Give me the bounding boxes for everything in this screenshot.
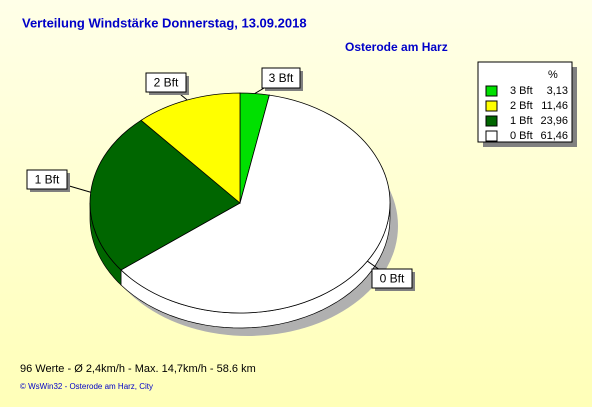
label-box [261,67,301,89]
legend-swatch [485,130,498,142]
label-box [371,268,413,289]
slice-label: 0 Bft [380,272,405,286]
slice-label: 3 Bft [269,71,294,85]
legend-label: 0 Bft [510,130,533,142]
legend-value: 3,13 [547,85,568,97]
pie-slice [89,119,241,271]
footer: 96 Werte - Ø 2,4km/h - Max. 14,7km/h - 5… [20,363,256,375]
legend-value: 11,46 [541,100,568,112]
legend-header: % [548,69,558,81]
legend-swatch [485,100,498,112]
chart-subtitle: Osterode am Harz [345,40,448,54]
pie-slice [120,94,391,314]
label-box [145,72,187,93]
legend-swatch [485,115,498,127]
legend-value: 61,46 [540,130,568,142]
slice-label: 1 Bft [35,173,60,187]
legend-label: 2 Bft [510,100,533,112]
chart-title: Verteilung Windstärke Donnerstag, 13.09.… [22,15,307,30]
legend-value: 23,96 [540,115,568,127]
label-box [26,169,68,190]
pie-slice [140,92,241,204]
legend-label: 1 Bft [510,115,533,127]
legend-label: 3 Bft [510,85,533,97]
legend-swatch [485,85,498,97]
slice-label: 2 Bft [154,76,179,90]
credit: © WsWin32 - Osterode am Harz, City [20,382,153,391]
